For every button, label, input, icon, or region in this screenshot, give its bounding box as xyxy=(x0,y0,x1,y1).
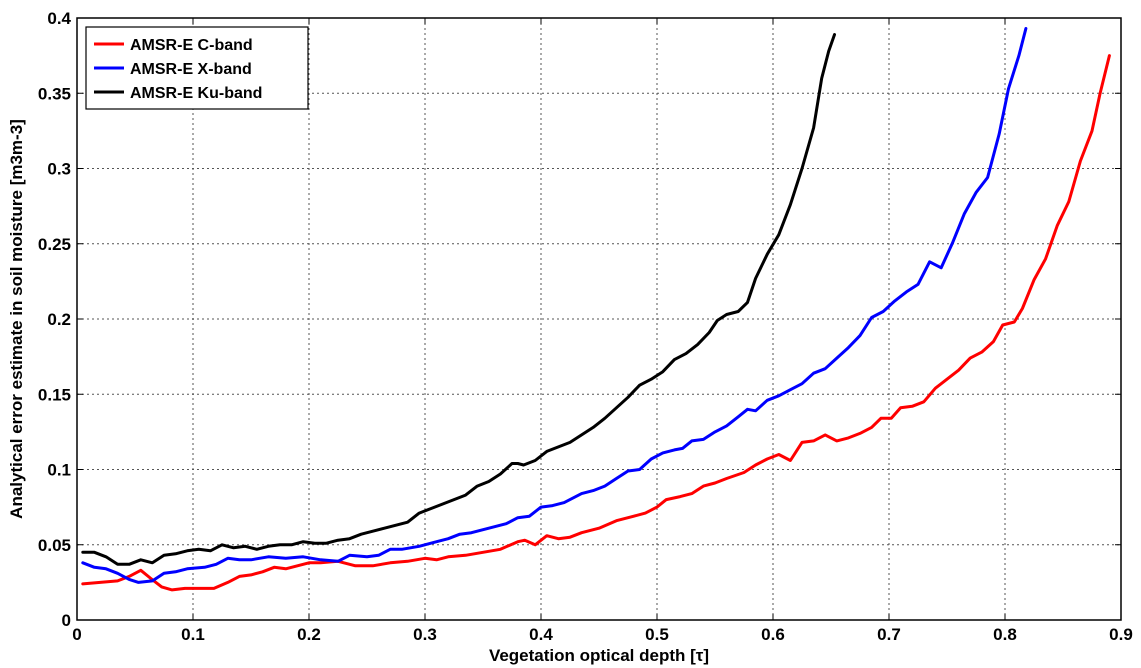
axis-ticks: 0 0.1 0.2 0.3 0.4 0.5 0.6 0.7 0.8 0.9 0 0.05 0.1 0.15… xyxy=(38,9,1133,644)
x-tick-label: 0.7 xyxy=(877,625,901,644)
legend-label: AMSR-E C-band xyxy=(130,37,253,54)
legend-label: AMSR-E X-band xyxy=(130,61,252,78)
y-tick-label: 0.25 xyxy=(38,235,71,254)
legend: AMSR-E C-band AMSR-E X-band AMSR-E Ku-band xyxy=(85,26,309,110)
y-tick-label: 0.1 xyxy=(47,461,71,480)
legend-label: AMSR-E Ku-band xyxy=(130,85,262,102)
series-lines xyxy=(81,27,1111,592)
y-axis-label: Analytical error estimate in soil moistu… xyxy=(7,119,26,519)
x-tick-label: 0.2 xyxy=(297,625,321,644)
y-tick-label: 0.15 xyxy=(38,385,71,404)
y-tick-label: 0.05 xyxy=(38,536,71,555)
series-line-3 xyxy=(81,33,836,566)
x-axis-label: Vegetation optical depth [τ] xyxy=(489,646,709,665)
y-tick-label: 0.35 xyxy=(38,84,71,103)
y-tick-label: 0.3 xyxy=(47,160,71,179)
x-tick-label: 0.3 xyxy=(413,625,437,644)
x-tick-label: 0.5 xyxy=(645,625,669,644)
grid xyxy=(77,18,1121,620)
x-tick-label: 0 xyxy=(72,625,81,644)
x-tick-label: 0.8 xyxy=(993,625,1017,644)
x-tick-label: 0.4 xyxy=(529,625,553,644)
y-tick-label: 0.4 xyxy=(47,9,71,28)
x-tick-label: 0.1 xyxy=(181,625,205,644)
x-tick-label: 0.9 xyxy=(1109,625,1133,644)
x-tick-label: 0.6 xyxy=(761,625,785,644)
series-line-2 xyxy=(81,27,1028,584)
y-tick-label: 0.2 xyxy=(47,310,71,329)
y-tick-label: 0 xyxy=(62,611,71,630)
series-line-1 xyxy=(81,54,1111,592)
